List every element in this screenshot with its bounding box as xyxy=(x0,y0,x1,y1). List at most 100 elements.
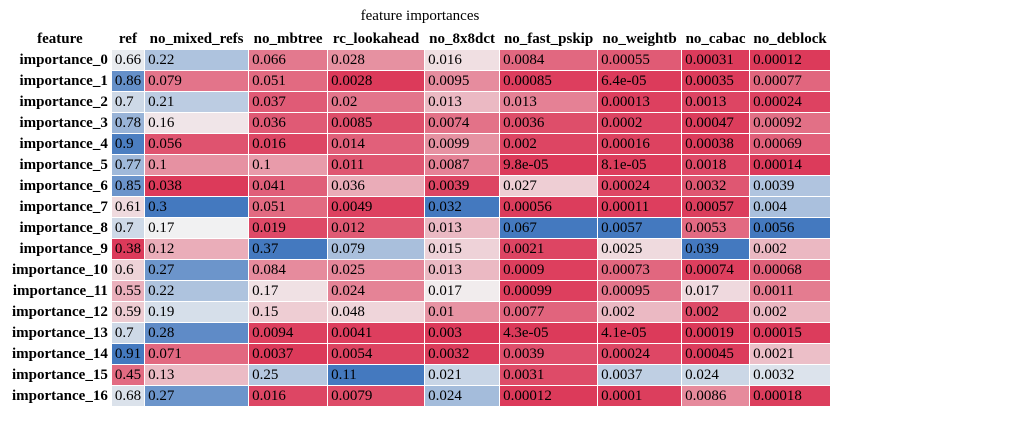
column-header-no-mixed-refs: no_mixed_refs xyxy=(144,28,250,50)
table-caption: feature importances xyxy=(360,8,480,24)
heatmap-cell: 0.00099 xyxy=(499,280,599,302)
heatmap-cell: 0.0085 xyxy=(327,112,426,134)
heatmap-cell: 0.013 xyxy=(424,91,501,113)
row-label: importance_8 xyxy=(8,217,112,239)
heatmap-cell: 0.0011 xyxy=(749,280,832,302)
heatmap-cell: 0.041 xyxy=(248,175,329,197)
heatmap-cell: 0.0036 xyxy=(499,112,599,134)
heatmap-cell: 4.1e-05 xyxy=(597,322,683,344)
heatmap-cell: 0.91 xyxy=(110,343,146,365)
row-label: importance_7 xyxy=(8,196,112,218)
table-row: importance_8 0.7 0.17 0.019 0.012 0.013 0.067 0… xyxy=(8,217,832,239)
table-row: importance_6 0.85 0.038 0.041 0.036 0.0039 0.0… xyxy=(8,175,832,197)
table-row: importance_5 0.77 0.1 0.1 0.011 0.0087 9.8e-05… xyxy=(8,154,832,176)
heatmap-cell: 0.013 xyxy=(424,259,501,281)
heatmap-cell: 0.00024 xyxy=(749,91,832,113)
heatmap-cell: 0.00045 xyxy=(681,343,751,365)
heatmap-cell: 0.013 xyxy=(424,217,501,239)
heatmap-cell: 0.00074 xyxy=(681,259,751,281)
heatmap-cell: 0.00024 xyxy=(597,175,683,197)
heatmap-cell: 0.00011 xyxy=(597,196,683,218)
heatmap-cell: 0.0037 xyxy=(597,364,683,386)
heatmap-cell: 0.27 xyxy=(144,259,250,281)
heatmap-cell: 0.011 xyxy=(327,154,426,176)
heatmap-cell: 0.0079 xyxy=(327,385,426,407)
heatmap-cell: 0.68 xyxy=(110,385,146,407)
heatmap-cell: 0.00085 xyxy=(499,70,599,92)
heatmap-cell: 0.0021 xyxy=(499,238,599,260)
row-label: importance_2 xyxy=(8,91,112,113)
heatmap-cell: 0.0039 xyxy=(424,175,501,197)
heatmap-cell: 6.4e-05 xyxy=(597,70,683,92)
table-row: importance_10 0.6 0.27 0.084 0.025 0.013 0.000… xyxy=(8,259,832,281)
column-header-no-cabac: no_cabac xyxy=(681,28,751,50)
heatmap-cell: 0.0025 xyxy=(597,238,683,260)
heatmap-cell: 0.0094 xyxy=(248,322,329,344)
row-label: importance_14 xyxy=(8,343,112,365)
heatmap-cell: 0.17 xyxy=(248,280,329,302)
column-header-no-8x8dct: no_8x8dct xyxy=(424,28,501,50)
heatmap-cell: 4.3e-05 xyxy=(499,322,599,344)
heatmap-cell: 0.00038 xyxy=(681,133,751,155)
table-row: importance_3 0.78 0.16 0.036 0.0085 0.0074 0.0… xyxy=(8,112,832,134)
heatmap-cell: 0.25 xyxy=(248,364,329,386)
heatmap-cell: 0.00077 xyxy=(749,70,832,92)
heatmap-cell: 0.016 xyxy=(248,385,329,407)
heatmap-cell: 0.78 xyxy=(110,112,146,134)
column-header-rc-lookahead: rc_lookahead xyxy=(327,28,426,50)
table-row: importance_11 0.55 0.22 0.17 0.024 0.017 0.000… xyxy=(8,280,832,302)
heatmap-cell: 0.85 xyxy=(110,175,146,197)
heatmap-cell: 0.0018 xyxy=(681,154,751,176)
heatmap-cell: 0.37 xyxy=(248,238,329,260)
heatmap-cell: 0.0032 xyxy=(681,175,751,197)
row-label: importance_1 xyxy=(8,70,112,92)
heatmap-cell: 0.051 xyxy=(248,196,329,218)
heatmap-cell: 0.002 xyxy=(597,301,683,323)
heatmap-cell: 0.013 xyxy=(499,91,599,113)
heatmap-cell: 0.071 xyxy=(144,343,250,365)
heatmap-cell: 0.59 xyxy=(110,301,146,323)
table-row: importance_16 0.68 0.27 0.016 0.0079 0.024 0.0… xyxy=(8,385,832,407)
column-header-no-mbtree: no_mbtree xyxy=(248,28,329,50)
heatmap-cell: 0.00057 xyxy=(681,196,751,218)
heatmap-body: importance_0 0.66 0.22 0.066 0.028 0.016 0.008… xyxy=(8,49,832,407)
heatmap-cell: 0.13 xyxy=(144,364,250,386)
header-row: feature ref no_mixed_refs no_mbtree rc_look… xyxy=(8,28,832,50)
heatmap-cell: 0.86 xyxy=(110,70,146,92)
heatmap-cell: 0.0039 xyxy=(499,343,599,365)
heatmap-cell: 0.021 xyxy=(424,364,501,386)
column-header-no-deblock: no_deblock xyxy=(749,28,832,50)
heatmap-cell: 0.00013 xyxy=(597,91,683,113)
heatmap-cell: 0.19 xyxy=(144,301,250,323)
heatmap-cell: 0.21 xyxy=(144,91,250,113)
heatmap-cell: 0.028 xyxy=(327,49,426,71)
heatmap-cell: 0.017 xyxy=(681,280,751,302)
heatmap-cell: 0.024 xyxy=(681,364,751,386)
heatmap-cell: 0.017 xyxy=(424,280,501,302)
heatmap-cell: 0.025 xyxy=(327,259,426,281)
column-header-ref: ref xyxy=(110,28,146,50)
heatmap-cell: 0.079 xyxy=(327,238,426,260)
heatmap-cell: 0.0084 xyxy=(499,49,599,71)
heatmap-cell: 9.8e-05 xyxy=(499,154,599,176)
row-label: importance_15 xyxy=(8,364,112,386)
index-header: feature xyxy=(8,28,112,50)
row-label: importance_6 xyxy=(8,175,112,197)
heatmap-cell: 0.66 xyxy=(110,49,146,71)
heatmap-cell: 0.032 xyxy=(424,196,501,218)
heatmap-cell: 0.056 xyxy=(144,133,250,155)
heatmap-cell: 0.0028 xyxy=(327,70,426,92)
heatmap-cell: 0.02 xyxy=(327,91,426,113)
heatmap-cell: 0.01 xyxy=(424,301,501,323)
heatmap-cell: 0.012 xyxy=(327,217,426,239)
heatmap-cell: 0.024 xyxy=(424,385,501,407)
heatmap-cell: 0.067 xyxy=(499,217,599,239)
heatmap-cell: 0.00015 xyxy=(749,322,832,344)
heatmap-cell: 0.7 xyxy=(110,91,146,113)
heatmap-cell: 0.002 xyxy=(749,238,832,260)
heatmap-cell: 0.45 xyxy=(110,364,146,386)
heatmap-cell: 0.11 xyxy=(327,364,426,386)
heatmap-cell: 0.036 xyxy=(327,175,426,197)
row-label: importance_5 xyxy=(8,154,112,176)
heatmap-cell: 0.27 xyxy=(144,385,250,407)
